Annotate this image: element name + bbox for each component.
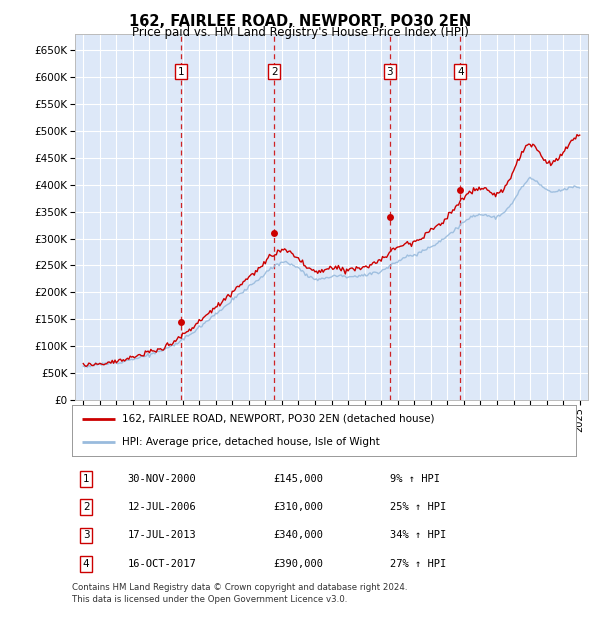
Text: 25% ↑ HPI: 25% ↑ HPI <box>389 502 446 512</box>
Text: 162, FAIRLEE ROAD, NEWPORT, PO30 2EN: 162, FAIRLEE ROAD, NEWPORT, PO30 2EN <box>129 14 471 29</box>
Text: 3: 3 <box>83 531 89 541</box>
Text: Price paid vs. HM Land Registry's House Price Index (HPI): Price paid vs. HM Land Registry's House … <box>131 26 469 39</box>
Text: Contains HM Land Registry data © Crown copyright and database right 2024.: Contains HM Land Registry data © Crown c… <box>72 583 407 592</box>
Text: 1: 1 <box>83 474 89 484</box>
Text: 12-JUL-2006: 12-JUL-2006 <box>127 502 196 512</box>
Text: 2: 2 <box>83 502 89 512</box>
Text: 4: 4 <box>83 559 89 569</box>
Text: 9% ↑ HPI: 9% ↑ HPI <box>389 474 440 484</box>
Text: £310,000: £310,000 <box>274 502 323 512</box>
Text: This data is licensed under the Open Government Licence v3.0.: This data is licensed under the Open Gov… <box>72 595 347 604</box>
Text: 27% ↑ HPI: 27% ↑ HPI <box>389 559 446 569</box>
Text: 4: 4 <box>457 67 464 77</box>
Text: 34% ↑ HPI: 34% ↑ HPI <box>389 531 446 541</box>
Text: £145,000: £145,000 <box>274 474 323 484</box>
Text: 162, FAIRLEE ROAD, NEWPORT, PO30 2EN (detached house): 162, FAIRLEE ROAD, NEWPORT, PO30 2EN (de… <box>122 414 435 423</box>
Text: 17-JUL-2013: 17-JUL-2013 <box>127 531 196 541</box>
Text: 2: 2 <box>271 67 277 77</box>
Text: 30-NOV-2000: 30-NOV-2000 <box>127 474 196 484</box>
Text: £390,000: £390,000 <box>274 559 323 569</box>
Text: £340,000: £340,000 <box>274 531 323 541</box>
Text: 16-OCT-2017: 16-OCT-2017 <box>127 559 196 569</box>
Text: 3: 3 <box>386 67 393 77</box>
Text: HPI: Average price, detached house, Isle of Wight: HPI: Average price, detached house, Isle… <box>122 437 380 447</box>
Text: 1: 1 <box>178 67 185 77</box>
